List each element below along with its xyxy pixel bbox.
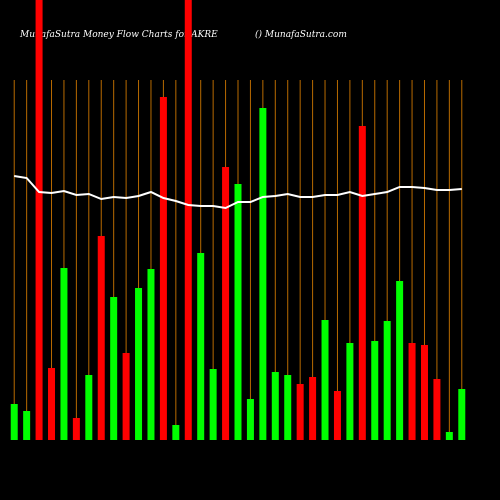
bar xyxy=(23,411,31,440)
bar xyxy=(197,253,205,440)
bar xyxy=(321,320,329,440)
bar xyxy=(396,281,404,440)
bar xyxy=(420,345,428,440)
bar xyxy=(48,368,56,440)
bar xyxy=(85,375,93,440)
bar xyxy=(271,372,279,440)
bar xyxy=(246,399,254,440)
bar xyxy=(284,375,292,440)
bar xyxy=(408,343,416,440)
bar xyxy=(234,184,242,440)
bar xyxy=(172,425,180,440)
bar xyxy=(358,126,366,440)
bar xyxy=(371,341,379,440)
bar xyxy=(135,288,143,440)
bar xyxy=(383,321,391,440)
bar xyxy=(209,369,217,440)
bar xyxy=(346,343,354,440)
bar xyxy=(147,269,155,440)
bar xyxy=(60,268,68,440)
bar xyxy=(10,404,18,440)
bar xyxy=(222,167,230,440)
bar xyxy=(72,418,80,440)
bar xyxy=(296,384,304,440)
bar xyxy=(97,236,105,440)
bar xyxy=(445,432,453,440)
chart-subtitle: () MunafaSutra.com xyxy=(255,29,347,40)
bar xyxy=(35,0,43,440)
bar xyxy=(122,353,130,440)
bar xyxy=(458,389,466,440)
bar xyxy=(433,379,441,440)
bar xyxy=(110,297,118,440)
bar xyxy=(309,377,317,440)
chart-title: MunafaSutra Money Flow Charts for AKRE xyxy=(19,30,218,40)
line xyxy=(14,175,462,210)
bar xyxy=(159,97,167,440)
bar xyxy=(259,108,267,440)
bar xyxy=(184,0,192,440)
bar xyxy=(333,391,341,440)
